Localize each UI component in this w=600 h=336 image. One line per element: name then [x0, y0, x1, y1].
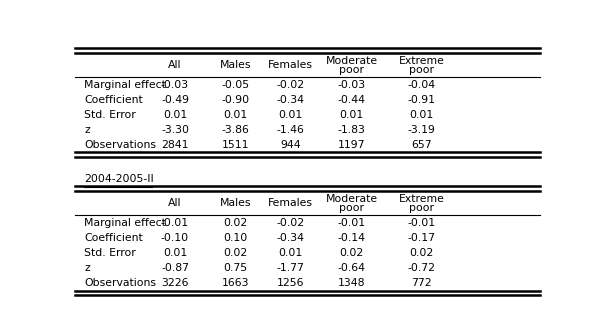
Text: Extreme: Extreme — [398, 55, 445, 66]
Text: -0.64: -0.64 — [338, 263, 365, 273]
Text: 0.01: 0.01 — [223, 110, 248, 120]
Text: Marginal effect: Marginal effect — [84, 80, 166, 90]
Text: 944: 944 — [280, 140, 301, 150]
Text: -1.77: -1.77 — [277, 263, 304, 273]
Text: -0.91: -0.91 — [407, 95, 436, 105]
Text: 1197: 1197 — [338, 140, 365, 150]
Text: -0.01: -0.01 — [407, 218, 436, 228]
Text: Observations: Observations — [84, 278, 156, 288]
Text: poor: poor — [339, 65, 364, 75]
Text: 2841: 2841 — [161, 140, 189, 150]
Text: 0.01: 0.01 — [278, 110, 302, 120]
Text: -0.02: -0.02 — [276, 80, 304, 90]
Text: Coefficient: Coefficient — [84, 95, 143, 105]
Text: -3.86: -3.86 — [221, 125, 250, 135]
Text: -1.46: -1.46 — [277, 125, 304, 135]
Text: Moderate: Moderate — [326, 55, 378, 66]
Text: -0.34: -0.34 — [276, 95, 304, 105]
Text: All: All — [168, 198, 182, 208]
Text: 0.02: 0.02 — [223, 218, 248, 228]
Text: -0.72: -0.72 — [407, 263, 436, 273]
Text: poor: poor — [339, 204, 364, 213]
Text: -0.10: -0.10 — [161, 233, 189, 243]
Text: Coefficient: Coefficient — [84, 233, 143, 243]
Text: -1.83: -1.83 — [338, 125, 365, 135]
Text: -0.02: -0.02 — [276, 218, 304, 228]
Text: -0.17: -0.17 — [407, 233, 436, 243]
Text: 2004-2005-II: 2004-2005-II — [84, 174, 154, 184]
Text: 0.01: 0.01 — [163, 248, 187, 258]
Text: -0.87: -0.87 — [161, 263, 189, 273]
Text: 0.01: 0.01 — [163, 110, 187, 120]
Text: z: z — [84, 125, 90, 135]
Text: Marginal effect: Marginal effect — [84, 218, 166, 228]
Text: 0.01: 0.01 — [409, 110, 434, 120]
Text: -0.04: -0.04 — [407, 80, 436, 90]
Text: 0.01: 0.01 — [278, 248, 302, 258]
Text: 772: 772 — [411, 278, 432, 288]
Text: -0.34: -0.34 — [276, 233, 304, 243]
Text: poor: poor — [409, 65, 434, 75]
Text: 0.02: 0.02 — [223, 248, 248, 258]
Text: -0.03: -0.03 — [161, 80, 189, 90]
Text: Observations: Observations — [84, 140, 156, 150]
Text: Moderate: Moderate — [326, 194, 378, 204]
Text: 1348: 1348 — [338, 278, 365, 288]
Text: -0.01: -0.01 — [161, 218, 189, 228]
Text: Males: Males — [220, 198, 251, 208]
Text: 1663: 1663 — [221, 278, 249, 288]
Text: 0.75: 0.75 — [223, 263, 247, 273]
Text: -0.14: -0.14 — [338, 233, 365, 243]
Text: -3.19: -3.19 — [407, 125, 436, 135]
Text: 0.02: 0.02 — [409, 248, 434, 258]
Text: -0.90: -0.90 — [221, 95, 250, 105]
Text: Females: Females — [268, 198, 313, 208]
Text: 1511: 1511 — [221, 140, 249, 150]
Text: Std. Error: Std. Error — [84, 248, 136, 258]
Text: 0.01: 0.01 — [340, 110, 364, 120]
Text: -0.49: -0.49 — [161, 95, 189, 105]
Text: -0.03: -0.03 — [338, 80, 366, 90]
Text: 1256: 1256 — [277, 278, 304, 288]
Text: All: All — [168, 60, 182, 70]
Text: Females: Females — [268, 60, 313, 70]
Text: Extreme: Extreme — [398, 194, 445, 204]
Text: -3.30: -3.30 — [161, 125, 189, 135]
Text: 0.10: 0.10 — [223, 233, 248, 243]
Text: Std. Error: Std. Error — [84, 110, 136, 120]
Text: 657: 657 — [411, 140, 432, 150]
Text: poor: poor — [409, 204, 434, 213]
Text: -0.01: -0.01 — [338, 218, 366, 228]
Text: z: z — [84, 263, 90, 273]
Text: -0.05: -0.05 — [221, 80, 250, 90]
Text: 0.02: 0.02 — [340, 248, 364, 258]
Text: Males: Males — [220, 60, 251, 70]
Text: -0.44: -0.44 — [338, 95, 365, 105]
Text: 3226: 3226 — [161, 278, 189, 288]
